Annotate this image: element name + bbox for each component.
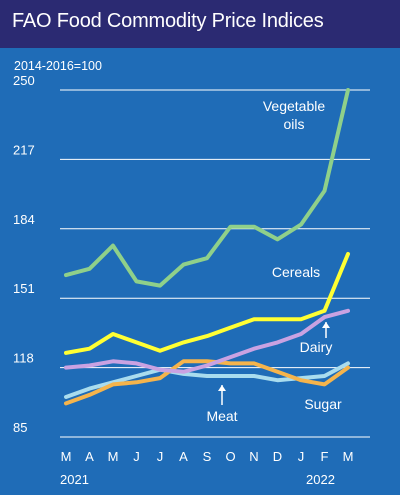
series-line-cereals bbox=[64, 252, 350, 355]
x-tick-label: M bbox=[343, 449, 354, 464]
x-tick-label: F bbox=[321, 449, 329, 464]
base-period-note: 2014-2016=100 bbox=[14, 59, 102, 73]
y-tick-label: 151 bbox=[13, 281, 35, 296]
dairy-pointer-head bbox=[322, 322, 330, 328]
title-bar: FAO Food Commodity Price Indices bbox=[0, 0, 400, 48]
series-label-vegetable-oils: Vegetable bbox=[263, 98, 325, 114]
y-tick-label: 118 bbox=[13, 351, 34, 366]
x-tick-label: A bbox=[85, 449, 94, 464]
y-tick-label: 184 bbox=[13, 212, 35, 227]
x-tick-label: M bbox=[108, 449, 119, 464]
gridlines bbox=[60, 89, 370, 438]
x-tick-label: N bbox=[249, 449, 258, 464]
series-labels: Vegetable oils Cereals Dairy Meat Sugar bbox=[206, 98, 342, 424]
series-label-vegetable-oils: oils bbox=[283, 116, 304, 132]
series-label-cereals: Cereals bbox=[272, 264, 320, 280]
x-tick-label: J bbox=[298, 449, 305, 464]
y-axis: 85 118 151 184 217 250 bbox=[13, 73, 35, 435]
y-tick-label: 250 bbox=[13, 73, 35, 88]
y-tick-label: 85 bbox=[13, 420, 27, 435]
series-lines bbox=[64, 88, 350, 406]
x-tick-label: S bbox=[203, 449, 212, 464]
x-tick-label: D bbox=[273, 449, 282, 464]
x-tick-label: M bbox=[61, 449, 72, 464]
y-tick-label: 217 bbox=[13, 142, 35, 157]
series-line-dairy bbox=[64, 308, 350, 374]
series-label-meat: Meat bbox=[206, 408, 237, 424]
chart-title: FAO Food Commodity Price Indices bbox=[12, 10, 324, 32]
series-label-sugar: Sugar bbox=[304, 396, 342, 412]
x-tick-label: O bbox=[225, 449, 235, 464]
year-label: 2021 bbox=[60, 472, 89, 487]
series-line-vegetable-oils bbox=[64, 88, 350, 288]
meat-pointer-head bbox=[218, 385, 226, 391]
x-tick-label: A bbox=[179, 449, 188, 464]
x-tick-label: J bbox=[133, 449, 140, 464]
series-label-dairy: Dairy bbox=[300, 339, 333, 355]
series-line-sugar bbox=[64, 359, 350, 406]
year-label: 2022 bbox=[306, 472, 335, 487]
x-tick-label: J bbox=[157, 449, 164, 464]
